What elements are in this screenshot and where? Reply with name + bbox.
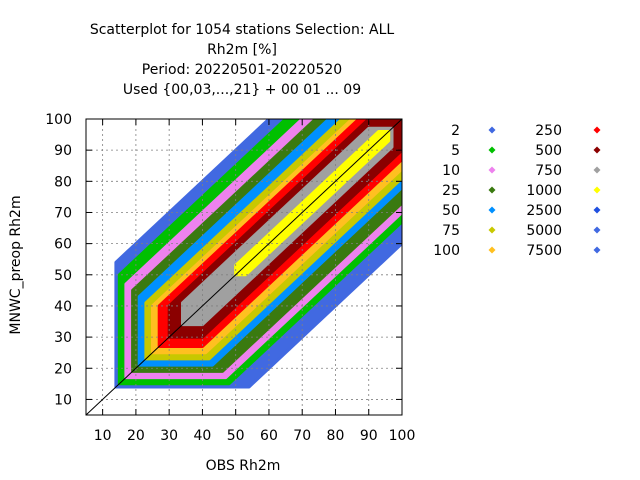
legend-label: 2 — [451, 123, 460, 139]
legend-label: 10 — [442, 163, 460, 179]
legend-marker — [593, 226, 601, 234]
legend-item: 1000 — [526, 183, 601, 199]
legend-marker — [593, 146, 601, 154]
y-tick-label: 70 — [54, 205, 72, 221]
legend-item: 500 — [535, 143, 601, 159]
legend-item: 5000 — [526, 223, 601, 239]
legend-item: 2 — [451, 123, 496, 139]
x-tick-label: 60 — [260, 428, 278, 444]
legend-marker — [593, 186, 601, 194]
y-tick-label: 80 — [54, 174, 72, 190]
legend-item: 7500 — [526, 243, 601, 259]
legend-item: 10 — [442, 163, 496, 179]
y-tick-label: 30 — [54, 330, 72, 346]
y-tick-label: 90 — [54, 143, 72, 159]
legend-item: 50 — [442, 203, 496, 219]
legend-item: 250 — [535, 123, 601, 139]
x-tick-label: 70 — [293, 428, 311, 444]
x-tick-label: 20 — [127, 428, 145, 444]
one-to-one-line — [85, 118, 403, 416]
legend-label: 50 — [442, 203, 460, 219]
y-tick-label: 50 — [54, 268, 72, 284]
chart-subtitle-variable: Rh2m [%] — [207, 42, 277, 58]
chart-subtitle-hours: Used {00,03,...,21} + 00 01 ... 09 — [122, 82, 362, 98]
x-tick-label: 30 — [160, 428, 178, 444]
grid — [86, 119, 402, 415]
plot-frame — [85, 118, 403, 416]
y-axis-label: MNWC_preop Rh2m — [8, 195, 24, 335]
y-tick-label: 40 — [54, 299, 72, 315]
legend-marker — [593, 246, 601, 254]
legend-marker — [488, 186, 496, 194]
y-tick-label: 10 — [54, 392, 72, 408]
x-tick-label: 100 — [389, 428, 416, 444]
legend-marker — [488, 226, 496, 234]
legend-marker — [593, 206, 601, 214]
x-tick-label: 50 — [227, 428, 245, 444]
legend-marker — [488, 166, 496, 174]
legend-label: 25 — [442, 183, 460, 199]
legend-label: 75 — [442, 223, 460, 239]
y-tick-label: 20 — [54, 361, 72, 377]
x-tick-label: 80 — [327, 428, 345, 444]
legend-label: 7500 — [526, 243, 562, 259]
legend-label: 100 — [433, 243, 460, 259]
legend-marker — [593, 126, 601, 134]
legend-label: 2500 — [526, 203, 562, 219]
legend-label: 250 — [535, 123, 562, 139]
legend-label: 5000 — [526, 223, 562, 239]
legend-item: 2500 — [526, 203, 601, 219]
legend-item: 5 — [451, 143, 496, 159]
legend-item: 750 — [535, 163, 601, 179]
legend-marker — [593, 166, 601, 174]
x-tick-label: 40 — [194, 428, 212, 444]
y-tick-label: 100 — [45, 112, 72, 128]
legend-item: 25 — [442, 183, 496, 199]
legend-label: 5 — [451, 143, 460, 159]
legend-item: 75 — [442, 223, 496, 239]
legend-item: 100 — [433, 243, 496, 259]
y-tick-label: 60 — [54, 237, 72, 253]
chart-title: Scatterplot for 1054 stations Selection:… — [89, 22, 395, 38]
legend-marker — [488, 246, 496, 254]
x-tick-label: 90 — [360, 428, 378, 444]
legend-label: 1000 — [526, 183, 562, 199]
legend-label: 500 — [535, 143, 562, 159]
legend-marker — [488, 126, 496, 134]
legend-label: 750 — [535, 163, 562, 179]
chart-subtitle-period: Period: 20220501-20220520 — [141, 62, 343, 78]
legend-marker — [488, 206, 496, 214]
legend-marker — [488, 146, 496, 154]
x-tick-label: 10 — [94, 428, 112, 444]
x-axis-label: OBS Rh2m — [205, 458, 281, 474]
